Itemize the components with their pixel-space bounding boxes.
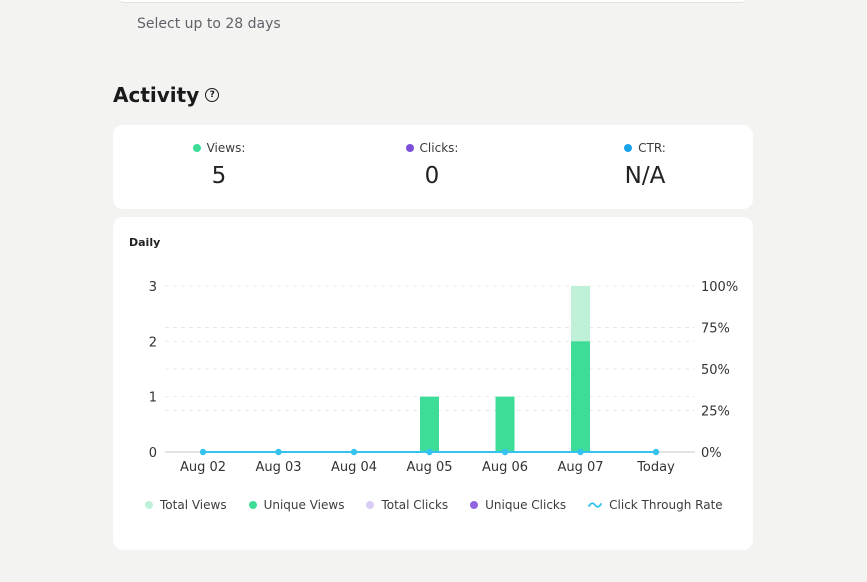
y-right-tick-label: 25% <box>701 405 730 420</box>
legend-unique-views[interactable]: Unique Views <box>248 498 344 512</box>
bar-unique-views <box>571 341 590 452</box>
x-tick-label: Aug 07 <box>557 460 603 475</box>
ctr-point <box>501 448 509 456</box>
date-range-card <box>113 0 752 3</box>
legend-total-clicks[interactable]: Total Clicks <box>366 498 448 512</box>
clicks-dot-icon <box>405 144 414 152</box>
x-tick-label: Today <box>636 460 675 475</box>
stat-clicks: Clicks: 0 <box>362 141 502 189</box>
views-dot-icon <box>192 144 201 152</box>
ctr-label: CTR: <box>638 141 666 155</box>
ctr-point <box>275 448 282 456</box>
bar-unique-views <box>495 396 515 452</box>
clicks-label: Clicks: <box>419 141 459 155</box>
ctr-point <box>577 448 584 456</box>
total-clicks-dot-icon <box>366 501 375 509</box>
x-tick-label: Aug 04 <box>331 460 377 475</box>
x-tick-label: Aug 03 <box>255 460 301 475</box>
question-circle-icon[interactable]: ? <box>205 88 220 102</box>
y-left-tick-label: 3 <box>149 280 157 295</box>
stats-card: Views: 5 Clicks: 0 CTR: N/A <box>113 125 753 209</box>
ctr-value: N/A <box>624 163 666 189</box>
daily-chart-card: Daily 0% 25% 50% 75% 100% 0 1 2 3 Aug 02 Aug 03 Aug… <box>113 217 753 550</box>
y-right-tick-label: 0% <box>701 446 722 461</box>
bar-unique-views <box>420 396 439 452</box>
y-right-tick-label: 100% <box>701 280 738 295</box>
stat-views: Views: 5 <box>149 141 289 189</box>
x-tick-label: Aug 02 <box>180 460 226 475</box>
views-label: Views: <box>206 141 246 155</box>
ctr-dot-icon <box>624 144 633 152</box>
x-tick-label: Aug 05 <box>406 460 452 475</box>
y-right-tick-label: 75% <box>701 322 730 337</box>
y-left-tick-label: 1 <box>149 391 157 406</box>
y-left-tick-label: 2 <box>149 335 157 350</box>
chart-title: Daily <box>129 236 161 249</box>
legend-unique-clicks[interactable]: Unique Clicks <box>470 498 566 512</box>
stat-ctr: CTR: N/A <box>575 141 715 189</box>
views-value: 5 <box>211 163 227 189</box>
legend-click-through-rate[interactable]: Click Through Rate <box>588 498 723 512</box>
legend-total-views[interactable]: Total Views <box>145 498 227 512</box>
unique-clicks-dot-icon <box>470 501 479 509</box>
activity-title: Activity <box>113 83 200 107</box>
activity-heading: Activity ? <box>113 83 220 107</box>
unique-views-dot-icon <box>248 501 257 509</box>
x-tick-label: Aug 06 <box>482 460 528 475</box>
total-views-dot-icon <box>145 501 153 509</box>
ctr-point <box>652 448 660 456</box>
clicks-value: 0 <box>424 163 440 189</box>
ctr-point <box>199 448 207 456</box>
date-range-hint: Select up to 28 days <box>137 16 281 32</box>
y-left-tick-label: 0 <box>149 446 157 461</box>
y-right-tick-label: 50% <box>701 363 730 378</box>
daily-chart: 0% 25% 50% 75% 100% 0 1 2 3 Aug 02 Aug 03 Aug 04 Aug… <box>149 280 738 475</box>
wave-line-icon <box>588 502 603 508</box>
ctr-point <box>350 448 358 456</box>
chart-legend: Total Views Unique Views Total Clicks Un… <box>145 498 723 512</box>
ctr-point <box>426 448 433 456</box>
